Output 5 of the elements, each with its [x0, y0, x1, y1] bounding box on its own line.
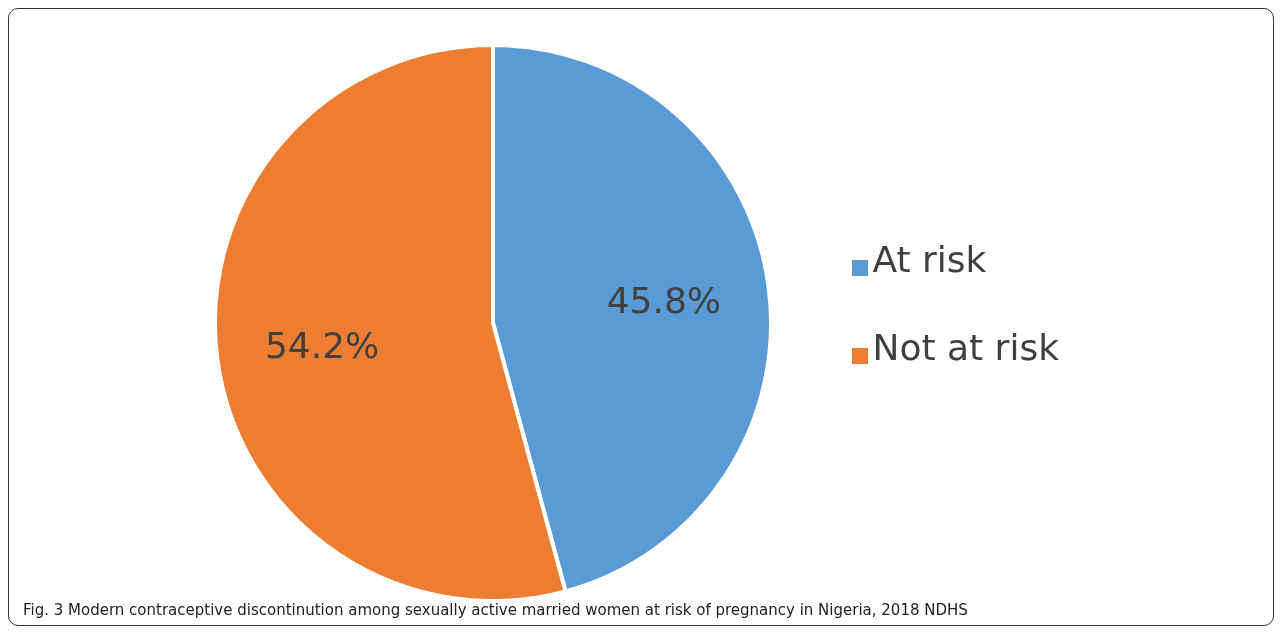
data-label: 45.8% [606, 279, 722, 321]
caption: Fig. 3 Modern contraceptive discontinution among sexually active married women at risk of pregnancy in Nigeria, 2018 NDHS [23, 601, 968, 619]
data-label: 54.2% [264, 325, 380, 367]
legend-label: Not at risk [872, 327, 1059, 368]
legend-label: At risk [872, 239, 987, 280]
